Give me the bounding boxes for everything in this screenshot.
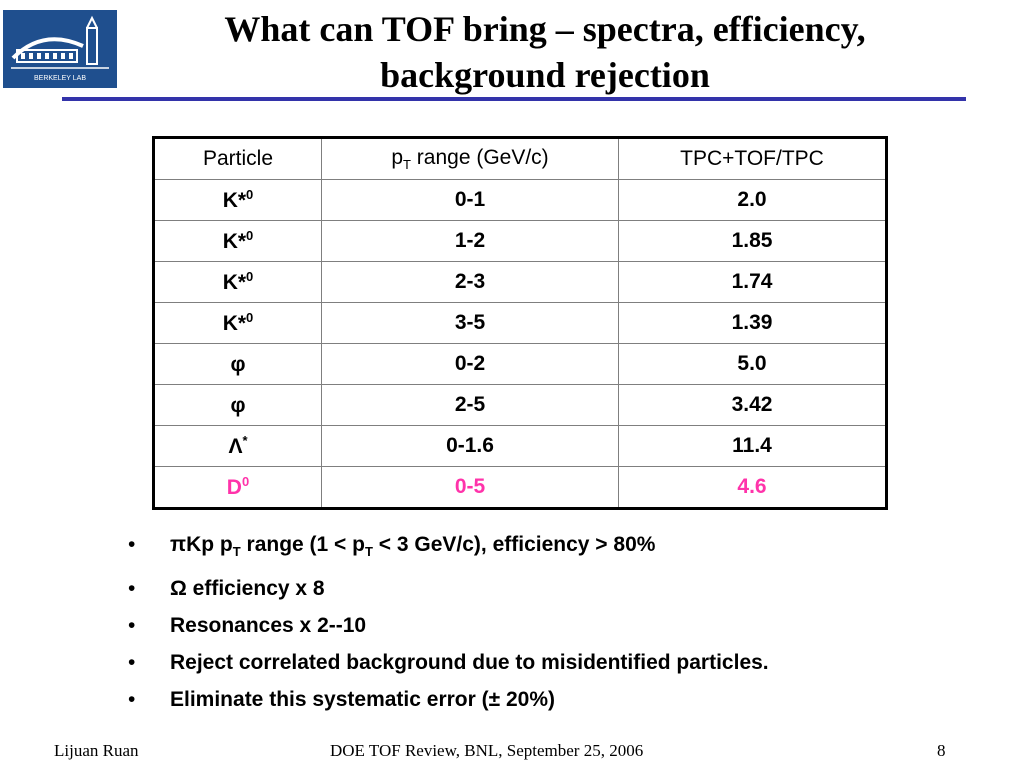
title-underline bbox=[62, 97, 966, 101]
header-particle: Particle bbox=[153, 137, 322, 180]
pt-cell: 0-1 bbox=[321, 179, 619, 221]
table-row-highlighted: D0 0-5 4.6 bbox=[153, 466, 887, 509]
bullet-item: • Ω efficiency x 8 bbox=[120, 570, 769, 607]
particle-cell: φ bbox=[153, 343, 322, 385]
ratio-cell: 1.74 bbox=[618, 261, 887, 303]
bullet-item: • Reject correlated background due to mi… bbox=[120, 644, 769, 681]
pt-cell: 0-1.6 bbox=[321, 425, 619, 467]
bullet-item: • πKp pT range (1 < pT < 3 GeV/c), effic… bbox=[120, 526, 769, 570]
bullet-list: • πKp pT range (1 < pT < 3 GeV/c), effic… bbox=[120, 526, 769, 718]
pt-cell: 0-2 bbox=[321, 343, 619, 385]
ratio-cell: 1.85 bbox=[618, 220, 887, 262]
table-row: φ 0-2 5.0 bbox=[153, 343, 887, 385]
ratio-cell: 1.39 bbox=[618, 302, 887, 344]
table-row: φ 2-5 3.42 bbox=[153, 384, 887, 426]
berkeley-lab-logo: BERKELEY LAB bbox=[3, 10, 117, 88]
header-ratio: TPC+TOF/TPC bbox=[618, 137, 887, 180]
table-header-row: Particle pT range (GeV/c) TPC+TOF/TPC bbox=[153, 137, 887, 180]
table-row: K*0 1-2 1.85 bbox=[153, 220, 887, 262]
table-row: K*0 2-3 1.74 bbox=[153, 261, 887, 303]
header-pt-range: pT range (GeV/c) bbox=[321, 137, 619, 180]
logo-caption: BERKELEY LAB bbox=[34, 75, 86, 82]
bullet-item: • Eliminate this systematic error (± 20%… bbox=[120, 681, 769, 718]
pt-cell: 2-5 bbox=[321, 384, 619, 426]
particle-cell: K*0 bbox=[153, 261, 322, 303]
pt-cell: 2-3 bbox=[321, 261, 619, 303]
ratio-cell: 3.42 bbox=[618, 384, 887, 426]
table-row: K*0 0-1 2.0 bbox=[153, 179, 887, 221]
page-number: 8 bbox=[937, 741, 946, 760]
efficiency-table: Particle pT range (GeV/c) TPC+TOF/TPC K*… bbox=[152, 136, 888, 510]
pt-cell: 1-2 bbox=[321, 220, 619, 262]
bullet-marker: • bbox=[128, 614, 136, 638]
bullet-marker: • bbox=[128, 533, 136, 556]
particle-cell: D0 bbox=[153, 466, 322, 509]
footer-event: DOE TOF Review, BNL, September 25, 2006 bbox=[330, 741, 644, 760]
slide-title: What can TOF bring – spectra, efficiency… bbox=[150, 6, 940, 98]
bullet-marker: • bbox=[128, 577, 136, 601]
bullet-marker: • bbox=[128, 651, 136, 675]
ratio-cell: 5.0 bbox=[618, 343, 887, 385]
table-row: Λ* 0-1.6 11.4 bbox=[153, 425, 887, 467]
title-line-2: background rejection bbox=[380, 55, 710, 95]
footer-author: Lijuan Ruan bbox=[54, 741, 139, 760]
ratio-cell: 4.6 bbox=[618, 466, 887, 509]
ratio-cell: 11.4 bbox=[618, 425, 887, 467]
particle-cell: φ bbox=[153, 384, 322, 426]
bullet-marker: • bbox=[128, 688, 136, 712]
pt-cell: 0-5 bbox=[321, 466, 619, 509]
particle-cell: Λ* bbox=[153, 425, 322, 467]
title-line-1: What can TOF bring – spectra, efficiency… bbox=[224, 9, 866, 49]
particle-cell: K*0 bbox=[153, 220, 322, 262]
bullet-item: • Resonances x 2--10 bbox=[120, 607, 769, 644]
particle-cell: K*0 bbox=[153, 302, 322, 344]
table-row: K*0 3-5 1.39 bbox=[153, 302, 887, 344]
particle-cell: K*0 bbox=[153, 179, 322, 221]
pt-cell: 3-5 bbox=[321, 302, 619, 344]
ratio-cell: 2.0 bbox=[618, 179, 887, 221]
